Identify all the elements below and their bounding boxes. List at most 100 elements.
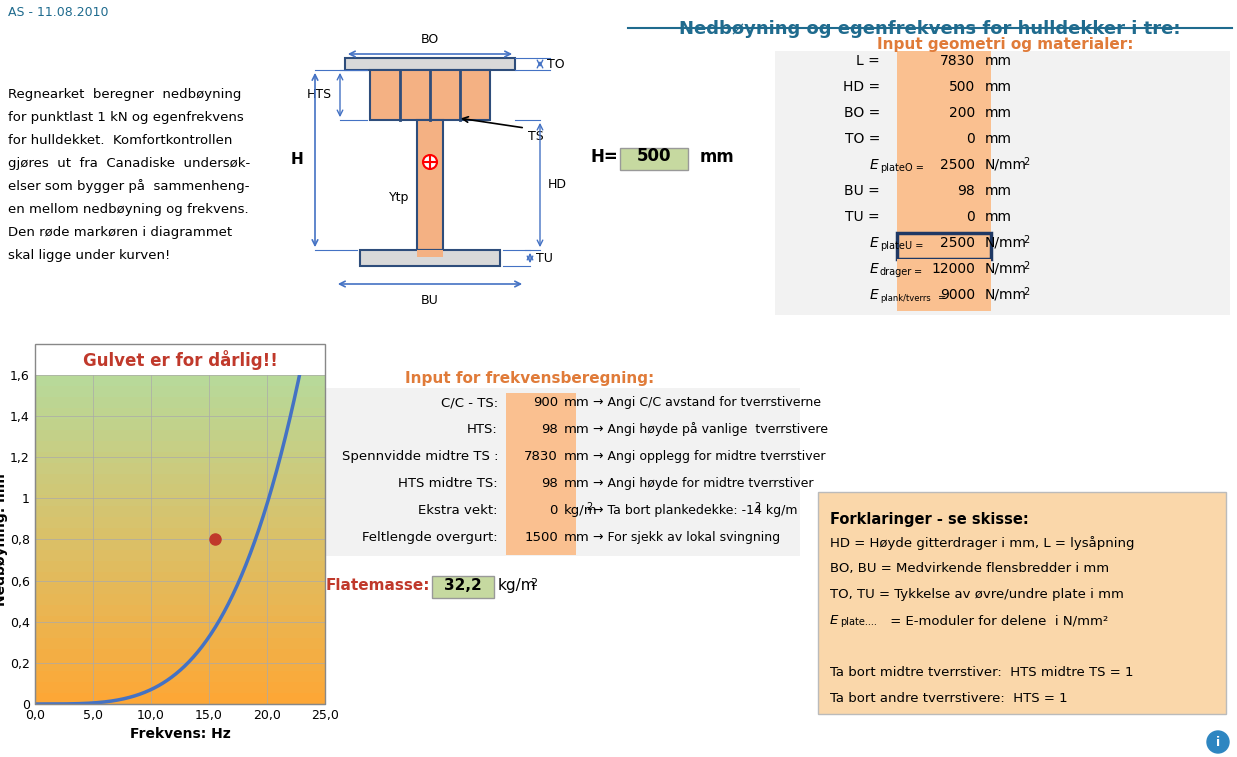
Text: mm: mm	[564, 396, 590, 409]
Text: 2500: 2500	[940, 158, 975, 172]
Text: mm: mm	[985, 210, 1012, 224]
Text: 98: 98	[542, 477, 558, 490]
Bar	[897, 129, 991, 155]
Bar	[897, 181, 991, 207]
Circle shape	[423, 155, 437, 169]
Text: 0: 0	[966, 210, 975, 224]
Bar	[417, 120, 443, 250]
Text: E: E	[870, 158, 878, 172]
Text: N/mm: N/mm	[985, 288, 1027, 302]
Text: E: E	[870, 288, 878, 302]
Text: O =: O =	[905, 163, 924, 173]
Text: → For sjekk av lokal svingning: → For sjekk av lokal svingning	[593, 531, 781, 544]
Bar	[35, 539, 325, 550]
Text: TU =: TU =	[845, 210, 880, 224]
Text: TO, TU = Tykkelse av øvre/undre plate i mm: TO, TU = Tykkelse av øvre/undre plate i …	[830, 588, 1124, 601]
Text: 2: 2	[529, 578, 537, 588]
Bar	[506, 420, 576, 447]
Text: plate: plate	[880, 163, 905, 173]
Bar	[35, 660, 325, 671]
Text: Den røde markøren i diagrammet: Den røde markøren i diagrammet	[7, 226, 233, 239]
Text: mm: mm	[564, 531, 590, 544]
Bar	[35, 419, 325, 429]
Text: =: =	[914, 267, 922, 277]
Text: HTS:: HTS:	[468, 423, 499, 436]
Bar	[35, 616, 325, 627]
Bar	[897, 233, 991, 259]
Bar	[35, 638, 325, 649]
Bar	[35, 583, 325, 594]
Text: Spennvidde midtre TS :: Spennvidde midtre TS :	[341, 450, 499, 463]
Bar	[897, 103, 991, 129]
Text: 0: 0	[966, 132, 975, 146]
Bar	[35, 495, 325, 506]
Text: Input geometri og materialer:: Input geometri og materialer:	[877, 37, 1133, 52]
Text: C/C - TS:: C/C - TS:	[440, 396, 499, 409]
Text: 2: 2	[1023, 157, 1029, 167]
Bar	[35, 594, 325, 606]
Text: BO =: BO =	[844, 106, 880, 120]
Bar	[818, 492, 1226, 714]
Bar	[35, 528, 325, 539]
Text: mm: mm	[985, 184, 1012, 198]
Bar	[35, 572, 325, 583]
Text: i: i	[1216, 736, 1220, 749]
Text: HD = Høyde gitterdrager i mm, L = lysåpning: HD = Høyde gitterdrager i mm, L = lysåpn…	[830, 536, 1134, 550]
Bar	[35, 518, 325, 528]
X-axis label: Frekvens: Hz: Frekvens: Hz	[130, 727, 230, 741]
Text: gjøres  ut  fra  Canadiske  undersøk-: gjøres ut fra Canadiske undersøk-	[7, 157, 250, 170]
Text: Input for frekvensberegning:: Input for frekvensberegning:	[406, 371, 654, 386]
Text: 32,2: 32,2	[444, 578, 482, 593]
Text: 7830: 7830	[524, 450, 558, 463]
Bar	[35, 463, 325, 474]
Text: plank/tverrs: plank/tverrs	[880, 294, 930, 303]
Text: 500: 500	[637, 147, 672, 165]
Text: 2500: 2500	[940, 236, 975, 250]
Bar	[370, 70, 490, 120]
Bar	[897, 285, 991, 311]
Bar	[35, 561, 325, 572]
Text: drager: drager	[880, 267, 912, 277]
Text: Flatemasse:: Flatemasse:	[325, 578, 430, 593]
Bar	[506, 393, 576, 420]
Text: HTS midtre TS:: HTS midtre TS:	[398, 477, 499, 490]
Bar	[35, 506, 325, 518]
Text: N/mm: N/mm	[985, 262, 1027, 276]
Bar	[35, 550, 325, 562]
Text: → Angi høyde for midtre tverrstiver: → Angi høyde for midtre tverrstiver	[593, 477, 814, 490]
Text: Regnearket  beregner  nedbøyning: Regnearket beregner nedbøyning	[7, 88, 241, 101]
Text: for punktlast 1 kN og egenfrekvens: for punktlast 1 kN og egenfrekvens	[7, 111, 244, 124]
Bar	[897, 233, 991, 259]
Bar	[35, 682, 325, 693]
Text: 500: 500	[949, 80, 975, 94]
Bar	[620, 148, 688, 170]
Text: L =: L =	[856, 54, 880, 68]
Text: Ta bort midtre tverrstiver:  HTS midtre TS = 1: Ta bort midtre tverrstiver: HTS midtre T…	[830, 666, 1133, 679]
Bar	[345, 58, 515, 70]
Text: mm: mm	[700, 148, 735, 166]
Text: 9000: 9000	[940, 288, 975, 302]
Text: mm: mm	[564, 477, 590, 490]
Text: en mellom nedbøyning og frekvens.: en mellom nedbøyning og frekvens.	[7, 203, 249, 216]
Text: mm: mm	[985, 80, 1012, 94]
Bar	[897, 77, 991, 103]
Bar	[35, 375, 325, 385]
Text: kg/m: kg/m	[499, 578, 537, 593]
Text: 200: 200	[949, 106, 975, 120]
Text: 2: 2	[1023, 261, 1029, 271]
Text: U =: U =	[905, 241, 923, 251]
Text: 1500: 1500	[524, 531, 558, 544]
Text: BU =: BU =	[844, 184, 880, 198]
Text: Ta bort andre tverrstivere:  HTS = 1: Ta bort andre tverrstivere: HTS = 1	[830, 692, 1068, 705]
Text: = E-moduler for delene  i N/mm²: = E-moduler for delene i N/mm²	[886, 614, 1108, 627]
Bar	[35, 385, 325, 397]
Bar	[897, 259, 991, 285]
Bar	[360, 250, 500, 266]
Text: HD: HD	[548, 179, 567, 192]
Text: mm: mm	[564, 450, 590, 463]
Text: Feltlengde overgurt:: Feltlengde overgurt:	[362, 531, 499, 544]
Text: → Angi opplegg for midtre tverrstiver: → Angi opplegg for midtre tverrstiver	[593, 450, 825, 463]
Text: → Ta bort plankedekke: -14 kg/m: → Ta bort plankedekke: -14 kg/m	[593, 504, 798, 517]
Text: Ytp: Ytp	[388, 191, 409, 204]
Circle shape	[1207, 731, 1230, 753]
